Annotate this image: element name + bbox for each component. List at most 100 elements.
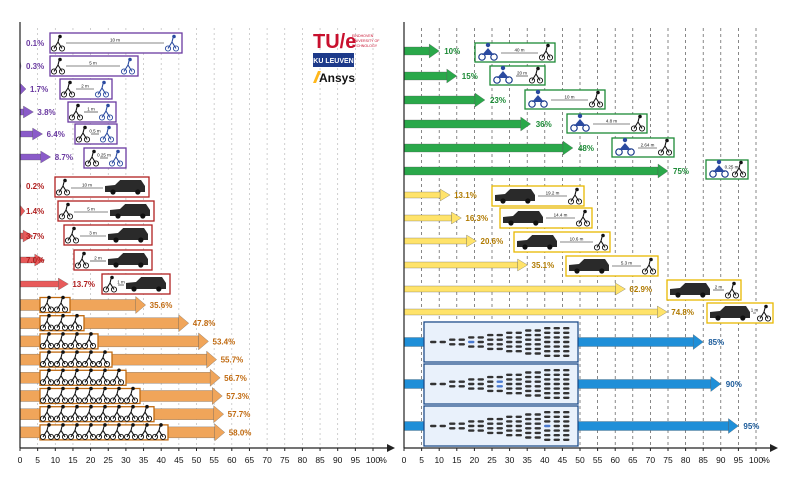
- peloton-cyclist-glyph: [553, 392, 560, 395]
- peloton-cyclist-glyph: [553, 438, 560, 441]
- x-tick-label: 10: [434, 455, 444, 465]
- peloton-cyclist-glyph: [477, 345, 484, 348]
- cyclist-glyph: [172, 45, 180, 52]
- orange-scene-box: [39, 368, 127, 386]
- cyclist-glyph: [644, 260, 654, 272]
- yellow-scene-box: 1 m: [706, 302, 774, 324]
- cyclist-glyph: [78, 128, 88, 140]
- yellow-bar: [403, 282, 626, 296]
- peloton-cyclist-glyph: [525, 352, 532, 355]
- cyclist-glyph: [42, 335, 52, 347]
- orange-scene-box: [39, 404, 155, 423]
- peloton-cyclist-glyph: [506, 424, 513, 428]
- yellow-value-label: 74.8%: [671, 308, 694, 317]
- peloton-cyclist-glyph: [563, 340, 570, 344]
- cyclist-glyph: [727, 284, 737, 296]
- cyclist-glyph: [58, 34, 62, 39]
- peloton-cyclist-glyph: [544, 378, 551, 381]
- peloton-cyclist-glyph: [534, 338, 541, 341]
- cyclist-glyph: [47, 379, 55, 386]
- x-axis-unit: %: [762, 455, 770, 465]
- cyclist-glyph: [95, 379, 103, 386]
- car-glyph: [113, 262, 119, 268]
- green-value-label: 15%: [462, 72, 478, 81]
- peloton-cyclist-glyph: [506, 387, 513, 390]
- motorbike-glyph: [490, 53, 498, 61]
- cyclist-glyph: [72, 226, 76, 231]
- peloton-cyclist-glyph: [458, 427, 465, 430]
- peloton-cyclist-glyph: [449, 385, 456, 388]
- green-scene-box: 0.25 m: [705, 159, 749, 180]
- cyclist-glyph: [75, 136, 83, 143]
- peloton-cyclist-glyph: [477, 382, 484, 386]
- tue-logo: TU/e EINDHOVEN UNIVERSITY OF TECHNOLOGY: [313, 31, 380, 53]
- motorbike-glyph: [482, 48, 494, 55]
- x-tick-label: 100: [749, 455, 763, 465]
- peloton-cyclist-glyph: [468, 387, 475, 390]
- cyclist-glyph: [42, 353, 52, 365]
- peloton-cyclist-glyph: [439, 382, 446, 386]
- cyclist-glyph: [107, 125, 111, 130]
- cyclist-glyph: [84, 389, 94, 401]
- green-bar: [403, 68, 458, 84]
- cyclist-glyph: [63, 178, 67, 183]
- cyclist-glyph: [665, 138, 669, 143]
- cyclist-glyph: [63, 189, 71, 196]
- cyclist-glyph: [131, 415, 139, 422]
- orange-bar-head: [206, 350, 217, 369]
- distance-label: 14.4 m: [554, 213, 568, 218]
- peloton-cyclist-glyph: [534, 422, 541, 425]
- cyclist-glyph: [596, 101, 604, 108]
- x-tick-label: 50: [192, 455, 202, 465]
- green-value-label: 10%: [444, 47, 460, 56]
- ansys-logo-text: Ansys: [319, 71, 355, 85]
- cyclist-glyph: [60, 91, 68, 98]
- cyclist-glyph: [641, 268, 649, 275]
- cyclist-glyph: [84, 353, 94, 365]
- peloton-cyclist-glyph: [553, 382, 560, 386]
- cyclist-glyph: [68, 114, 76, 121]
- cyclist-glyph: [103, 368, 107, 373]
- motorbike-glyph: [577, 113, 583, 119]
- yellow-scene-box: 19.2 m: [491, 185, 585, 207]
- peloton-cyclist-glyph: [563, 369, 570, 372]
- x-tick-label: 80: [681, 455, 691, 465]
- green-value-label: 36%: [536, 120, 552, 129]
- peloton-cyclist-glyph: [449, 343, 456, 346]
- cyclist-glyph: [649, 268, 657, 275]
- cyclist-glyph: [734, 163, 744, 175]
- purple-bar: [19, 82, 27, 96]
- cyclist-glyph: [87, 152, 97, 164]
- peloton-cyclist-glyph: [563, 382, 570, 386]
- peloton-cyclist-glyph: [544, 415, 551, 418]
- x-tick-label: 45: [174, 455, 184, 465]
- x-tick-label: 90: [333, 455, 343, 465]
- cyclist-glyph: [61, 415, 69, 422]
- car-glyph: [517, 235, 557, 247]
- x-tick-label: 65: [245, 455, 255, 465]
- peloton-cyclist-glyph: [544, 382, 551, 386]
- cyclist-glyph: [154, 426, 164, 438]
- motorbike-glyph: [709, 170, 717, 178]
- x-tick-label: 55: [209, 455, 219, 465]
- peloton-cyclist-glyph: [477, 336, 484, 339]
- cyclist-glyph: [120, 68, 128, 75]
- peloton-cyclist-glyph: [534, 371, 541, 374]
- peloton-cyclist-glyph: [525, 436, 532, 439]
- peloton-cyclist-glyph: [534, 427, 541, 430]
- cyclist-glyph: [84, 426, 94, 438]
- green-bar: [403, 140, 574, 156]
- peloton-scene-box: [423, 405, 579, 447]
- peloton-cyclist-glyph: [563, 387, 570, 390]
- yellow-value-label: 13.1%: [454, 191, 477, 200]
- peloton-cyclist-glyph: [544, 336, 551, 339]
- cyclist-glyph: [76, 114, 84, 121]
- peloton-cyclist-glyph: [534, 413, 541, 416]
- yellow-bar-head: [517, 258, 528, 272]
- cyclist-glyph: [739, 160, 743, 165]
- green-bar-body: [403, 46, 430, 56]
- cyclist-glyph: [89, 415, 97, 422]
- green-scene-box: 10 m: [524, 89, 606, 110]
- cyclist-glyph: [103, 350, 107, 354]
- peloton-background: [425, 365, 577, 403]
